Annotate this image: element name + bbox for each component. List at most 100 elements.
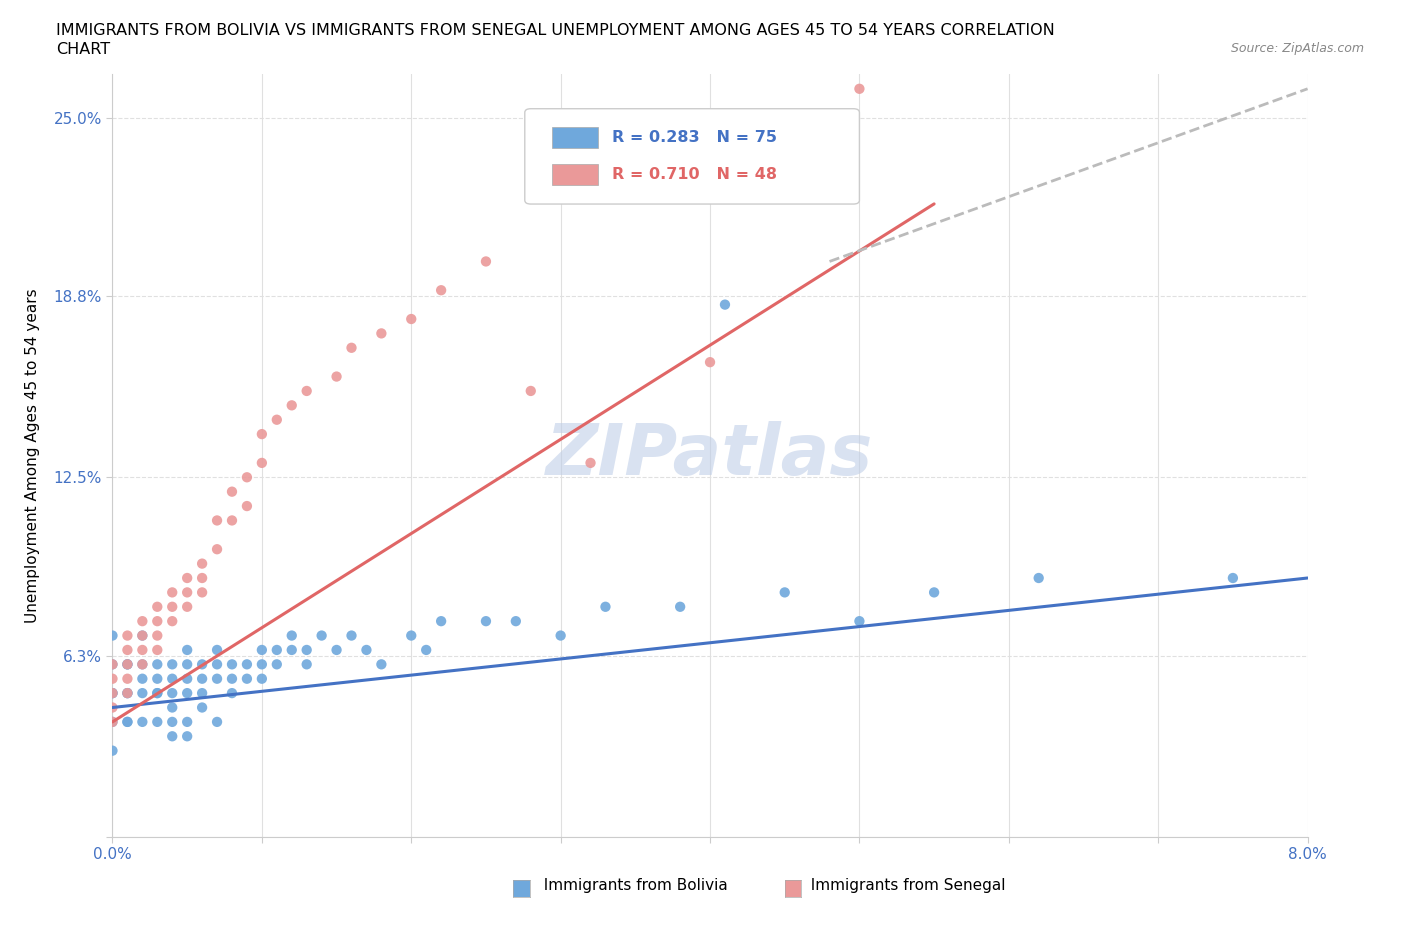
Text: Source: ZipAtlas.com: Source: ZipAtlas.com xyxy=(1230,42,1364,55)
Point xyxy=(401,628,423,643)
Point xyxy=(236,671,259,686)
Point xyxy=(340,340,363,355)
Point xyxy=(311,628,333,643)
Point xyxy=(205,513,228,528)
Point xyxy=(221,513,243,528)
Point xyxy=(162,729,183,744)
Text: CHART: CHART xyxy=(56,42,110,57)
Point xyxy=(773,585,796,600)
Point xyxy=(101,657,124,671)
Point xyxy=(401,312,423,326)
Point xyxy=(176,599,198,614)
Point xyxy=(101,671,124,686)
Point xyxy=(117,657,139,671)
Point xyxy=(176,657,198,671)
Point xyxy=(250,456,273,471)
Point xyxy=(176,685,198,700)
Point xyxy=(191,556,214,571)
Point xyxy=(475,254,498,269)
Point xyxy=(205,643,228,658)
Point xyxy=(295,643,318,658)
Point xyxy=(295,657,318,671)
Point xyxy=(101,685,124,700)
Point xyxy=(162,671,183,686)
Point xyxy=(340,628,363,643)
Point xyxy=(221,657,243,671)
Point xyxy=(191,685,214,700)
Point xyxy=(325,643,347,658)
Text: R = 0.710   N = 48: R = 0.710 N = 48 xyxy=(612,166,778,181)
Point xyxy=(162,685,183,700)
Point xyxy=(131,628,153,643)
Point xyxy=(922,585,945,600)
Point xyxy=(221,671,243,686)
FancyBboxPatch shape xyxy=(553,127,598,149)
Text: R = 0.283   N = 75: R = 0.283 N = 75 xyxy=(612,130,778,145)
Text: IMMIGRANTS FROM BOLIVIA VS IMMIGRANTS FROM SENEGAL UNEMPLOYMENT AMONG AGES 45 TO: IMMIGRANTS FROM BOLIVIA VS IMMIGRANTS FR… xyxy=(56,23,1054,38)
Point xyxy=(415,643,437,658)
Point xyxy=(579,456,602,471)
Point xyxy=(146,671,169,686)
Point xyxy=(205,671,228,686)
Point xyxy=(162,714,183,729)
Point xyxy=(221,485,243,499)
Point xyxy=(266,657,288,671)
Point xyxy=(117,657,139,671)
Point xyxy=(430,614,453,629)
Point xyxy=(699,354,721,369)
Point xyxy=(1222,571,1244,586)
Point xyxy=(101,743,124,758)
Point xyxy=(162,585,183,600)
Point xyxy=(117,671,139,686)
Point xyxy=(176,714,198,729)
Point xyxy=(117,643,139,658)
Point xyxy=(146,599,169,614)
Point xyxy=(162,657,183,671)
Point xyxy=(131,657,153,671)
Point xyxy=(370,326,392,340)
Point xyxy=(191,671,214,686)
Point xyxy=(131,657,153,671)
FancyBboxPatch shape xyxy=(524,109,859,204)
Point xyxy=(117,714,139,729)
Point xyxy=(176,671,198,686)
Point xyxy=(430,283,453,298)
Point xyxy=(205,714,228,729)
Point xyxy=(117,628,139,643)
Point xyxy=(131,671,153,686)
Point xyxy=(236,470,259,485)
Point xyxy=(176,643,198,658)
Point xyxy=(191,700,214,715)
Point xyxy=(520,383,543,398)
Point xyxy=(281,398,304,413)
Text: ZIPatlas: ZIPatlas xyxy=(547,421,873,490)
Point xyxy=(101,657,124,671)
Point xyxy=(714,298,737,312)
Point xyxy=(117,657,139,671)
Point xyxy=(131,685,153,700)
Point xyxy=(146,614,169,629)
Point xyxy=(117,685,139,700)
Point xyxy=(101,714,124,729)
Text: Immigrants from Senegal: Immigrants from Senegal xyxy=(801,878,1005,893)
Point xyxy=(146,714,169,729)
Point xyxy=(848,81,870,96)
Point xyxy=(221,685,243,700)
Point xyxy=(266,412,288,427)
Point xyxy=(356,643,378,658)
Point xyxy=(131,714,153,729)
Point xyxy=(205,542,228,557)
Point xyxy=(236,498,259,513)
Point xyxy=(236,657,259,671)
Point xyxy=(146,628,169,643)
Point xyxy=(117,714,139,729)
Point xyxy=(295,383,318,398)
Point xyxy=(370,657,392,671)
Point xyxy=(1028,571,1050,586)
Point xyxy=(146,685,169,700)
Point xyxy=(176,571,198,586)
Point xyxy=(191,571,214,586)
Point xyxy=(250,427,273,442)
Point xyxy=(191,657,214,671)
Point xyxy=(250,671,273,686)
